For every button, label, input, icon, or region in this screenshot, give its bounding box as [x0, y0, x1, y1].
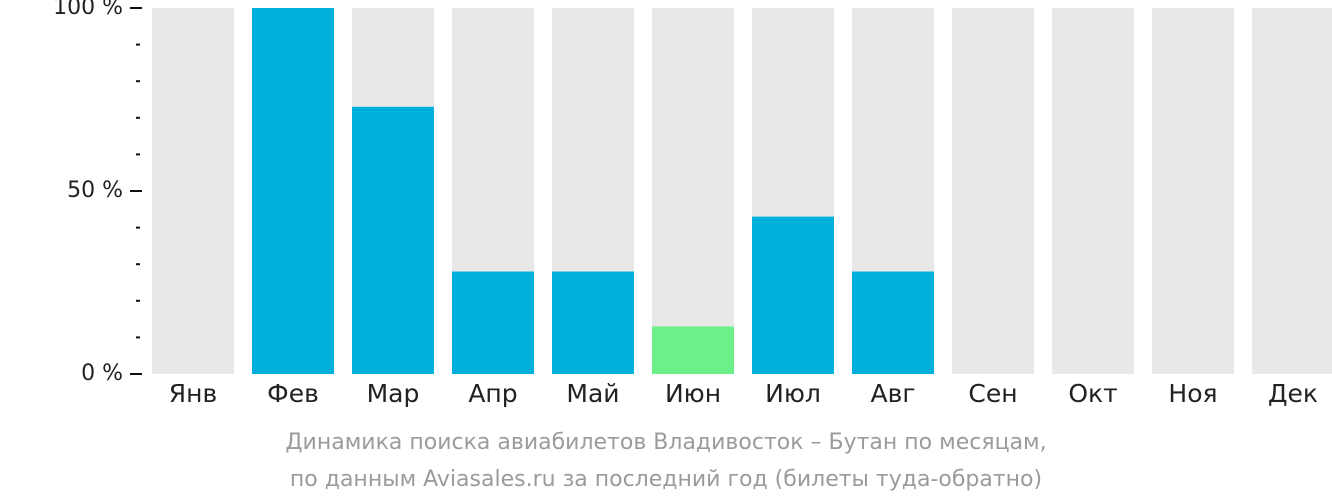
bar-background	[952, 8, 1034, 374]
data-bar	[852, 271, 934, 374]
data-bar	[752, 216, 834, 374]
data-bar	[252, 8, 334, 374]
x-axis-category-label: Июл	[765, 379, 821, 408]
x-axis-category-label: Авг	[871, 379, 916, 408]
caption-line-1: Динамика поиска авиабилетов Владивосток …	[285, 430, 1047, 455]
data-bar	[552, 271, 634, 374]
data-bar	[452, 271, 534, 374]
x-axis-category-label: Ноя	[1168, 379, 1217, 408]
x-axis-category-label: Дек	[1268, 379, 1318, 408]
x-axis-category-label: Окт	[1068, 379, 1117, 408]
x-axis-category-label: Фев	[267, 379, 319, 408]
bar-background	[1052, 8, 1134, 374]
bar-background	[1252, 8, 1332, 374]
caption-line-2: по данным Aviasales.ru за последний год …	[289, 467, 1043, 492]
x-axis-category-label: Апр	[468, 379, 517, 408]
x-axis-category-label: Янв	[169, 379, 217, 408]
bar-background	[152, 8, 234, 374]
y-axis-tick-label: 50 %	[67, 178, 123, 203]
data-bar	[652, 326, 734, 374]
data-bar	[352, 106, 434, 374]
x-axis-category-label: Сен	[968, 379, 1017, 408]
bar-background	[652, 8, 734, 374]
x-axis-category-label: Мар	[367, 379, 420, 408]
bar-background	[1152, 8, 1234, 374]
y-axis-tick-label: 100 %	[53, 0, 123, 20]
y-axis-tick-label: 0 %	[81, 361, 123, 386]
x-axis-category-label: Июн	[665, 379, 721, 408]
x-axis-category-label: Май	[566, 379, 619, 408]
